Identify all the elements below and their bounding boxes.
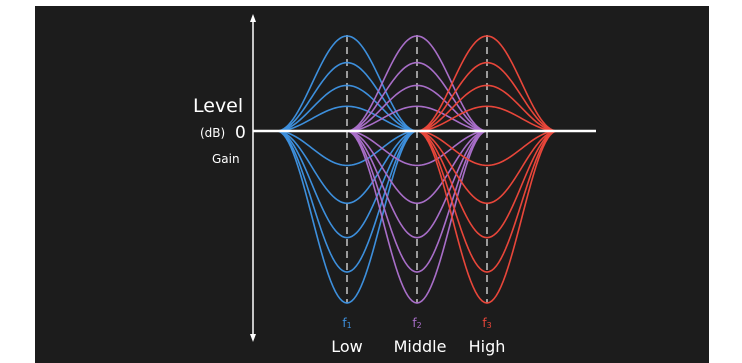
- freq-label-1: f1: [342, 316, 351, 330]
- band-name-high: High: [469, 337, 506, 356]
- y-axis-label: Level: [193, 95, 243, 117]
- band-name-low: Low: [331, 337, 363, 356]
- curve-band-2-level-8: [346, 130, 488, 273]
- curve-band-3-level-8: [416, 130, 558, 273]
- curve-band-3-level-5: [416, 130, 558, 167]
- curve-band-3-level-2: [416, 61, 558, 132]
- curve-band-2-level-9: [346, 130, 488, 304]
- diagram-panel: [35, 6, 709, 363]
- curve-band-3-level-3: [416, 84, 558, 132]
- curve-band-2-level-4: [346, 105, 488, 132]
- curve-band-1-level-9: [276, 130, 418, 304]
- curve-band-2-level-6: [346, 130, 488, 205]
- curve-band-1-level-5: [276, 130, 418, 167]
- y-axis-arrow-up: [250, 14, 256, 22]
- band-curves: [276, 35, 558, 304]
- frequency-guides: [346, 35, 488, 303]
- curve-band-3-level-7: [416, 130, 558, 239]
- y-axis-unit: (dB): [200, 126, 225, 140]
- curve-band-1-level-8: [276, 130, 418, 273]
- band-name-middle: Middle: [394, 337, 447, 356]
- freq-label-3: f3: [482, 316, 491, 330]
- curve-band-2-level-1: [346, 35, 488, 132]
- freq-label-2: f2: [412, 316, 421, 330]
- curve-band-3-level-4: [416, 105, 558, 132]
- curve-band-1-level-3: [276, 84, 418, 132]
- curve-band-2-level-2: [346, 61, 488, 132]
- curve-band-2-level-3: [346, 84, 488, 132]
- curve-band-1-level-1: [276, 35, 418, 132]
- curve-band-1-level-2: [276, 61, 418, 132]
- y-axis-zero-label: 0: [235, 123, 246, 143]
- curve-band-1-level-4: [276, 105, 418, 132]
- curve-band-1-level-6: [276, 130, 418, 205]
- curve-band-2-level-5: [346, 130, 488, 167]
- curve-band-3-level-6: [416, 130, 558, 205]
- curve-band-3-level-1: [416, 35, 558, 132]
- curve-band-3-level-9: [416, 130, 558, 304]
- y-axis-arrow-down: [250, 334, 256, 342]
- y-axis-sub-label: Gain: [212, 152, 240, 166]
